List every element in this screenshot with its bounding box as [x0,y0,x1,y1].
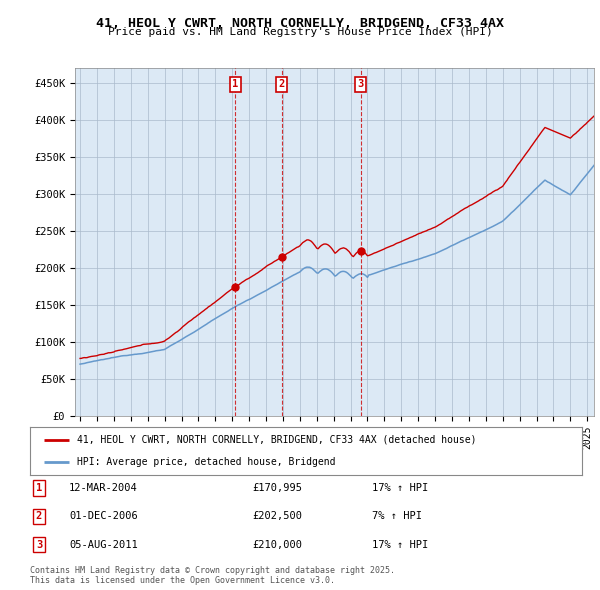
Text: 17% ↑ HPI: 17% ↑ HPI [372,540,428,549]
Text: Contains HM Land Registry data © Crown copyright and database right 2025.
This d: Contains HM Land Registry data © Crown c… [30,566,395,585]
Text: £210,000: £210,000 [252,540,302,549]
Text: 12-MAR-2004: 12-MAR-2004 [69,483,138,493]
Text: 3: 3 [358,79,364,89]
Text: 05-AUG-2011: 05-AUG-2011 [69,540,138,549]
Text: 2: 2 [36,512,42,521]
Text: 7% ↑ HPI: 7% ↑ HPI [372,512,422,521]
Text: 2: 2 [278,79,285,89]
Text: Price paid vs. HM Land Registry's House Price Index (HPI): Price paid vs. HM Land Registry's House … [107,27,493,37]
Text: 01-DEC-2006: 01-DEC-2006 [69,512,138,521]
Text: 41, HEOL Y CWRT, NORTH CORNELLY, BRIDGEND, CF33 4AX: 41, HEOL Y CWRT, NORTH CORNELLY, BRIDGEN… [96,17,504,30]
Text: 17% ↑ HPI: 17% ↑ HPI [372,483,428,493]
Text: HPI: Average price, detached house, Bridgend: HPI: Average price, detached house, Brid… [77,457,335,467]
Text: £170,995: £170,995 [252,483,302,493]
Text: £202,500: £202,500 [252,512,302,521]
Text: 1: 1 [232,79,239,89]
Text: 3: 3 [36,540,42,549]
Text: 41, HEOL Y CWRT, NORTH CORNELLY, BRIDGEND, CF33 4AX (detached house): 41, HEOL Y CWRT, NORTH CORNELLY, BRIDGEN… [77,435,476,445]
Text: 1: 1 [36,483,42,493]
